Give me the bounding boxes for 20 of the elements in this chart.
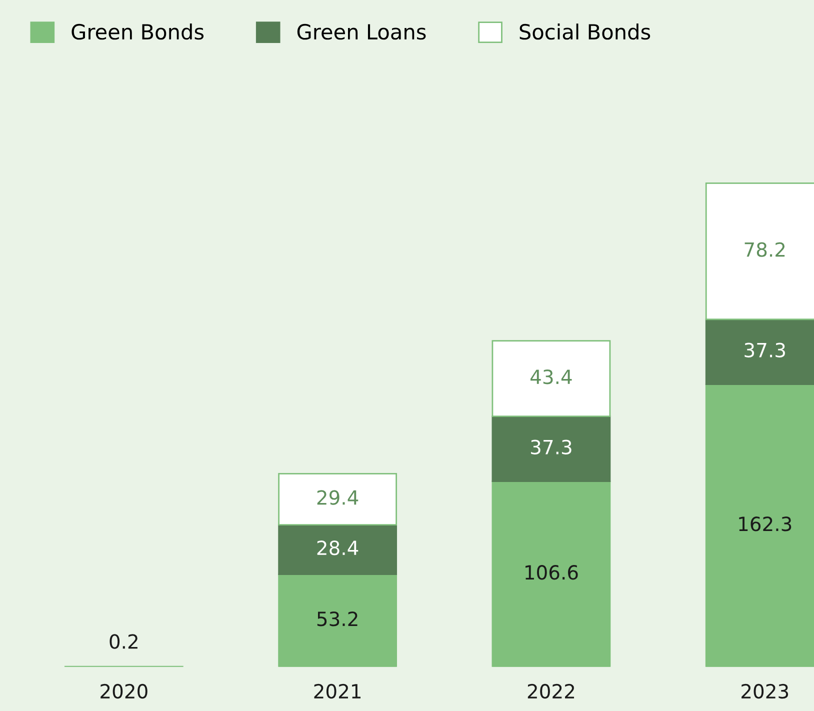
- data-label: 37.3: [744, 342, 785, 358]
- data-label: 0.2: [110, 634, 138, 649]
- data-label: 43.4: [530, 370, 572, 384]
- data-label: 37.3: [531, 440, 572, 454]
- x-tick-label: 2020: [100, 684, 148, 699]
- bar: [278, 524, 398, 575]
- x-tick-label: 2023: [742, 684, 788, 699]
- x-tick-label: 2022: [528, 684, 574, 699]
- data-label: 29.4: [317, 490, 358, 505]
- legend-label: Social Bonds: [520, 24, 650, 40]
- data-label: 106.6: [526, 565, 578, 580]
- data-label: 162.3: [739, 516, 792, 532]
- legend-label: Green Loans: [297, 24, 426, 40]
- data-label: 53.2: [317, 612, 358, 626]
- bar: [278, 574, 398, 667]
- data-label: 28.4: [317, 540, 358, 556]
- legend-label: Green Bonds: [72, 24, 204, 40]
- data-label: 78.2: [744, 242, 785, 257]
- bar: [278, 472, 398, 526]
- x-tick-label: 2021: [314, 684, 361, 699]
